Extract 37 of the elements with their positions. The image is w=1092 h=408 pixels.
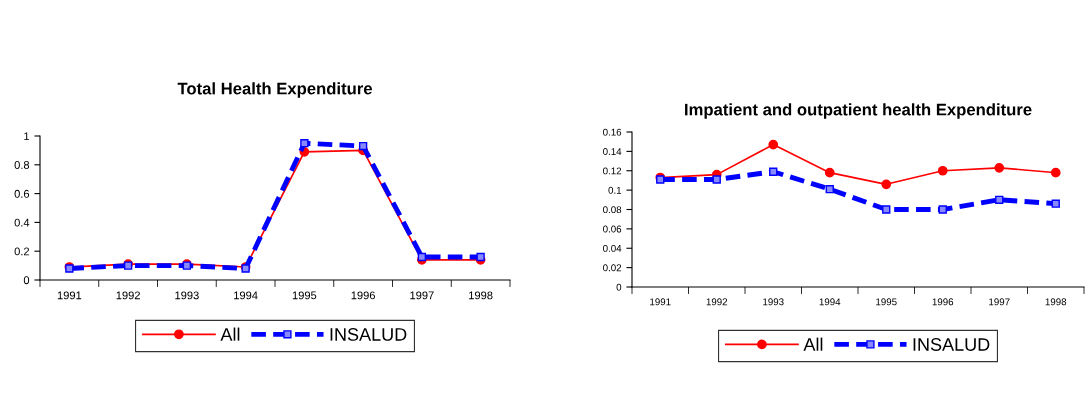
x-tick-label: 1994 [234,291,258,300]
y-tick-label: 0.08 [603,206,622,214]
x-tick-label: 1993 [763,298,784,306]
x-tick-label: 1993 [175,291,199,300]
y-tick-label: 0.4 [14,218,30,227]
legend-label: INSALUD [330,328,407,341]
y-tick-label: 0.14 [603,148,622,155]
y-tick-label: 0.8 [14,161,30,169]
x-tick-label: 1997 [410,291,434,300]
x-tick-label: 1997 [989,298,1010,306]
y-tick-label: 0.06 [603,225,622,233]
y-tick-label: 0 [23,276,30,285]
x-tick-label: 1995 [292,291,317,300]
y-tick-label: 0.04 [603,244,622,252]
y-tick-label: 1 [24,132,30,141]
x-tick-label: 1994 [819,298,841,306]
legend-label: All [220,327,240,341]
chart-title: Impatient and outpatient health Expenditure [685,103,1032,119]
x-tick-label: 1992 [706,298,728,306]
x-tick-label: 1998 [1045,298,1067,306]
x-tick-label: 1996 [932,298,954,306]
y-tick-label: 0 [616,283,622,291]
y-tick-label: 0.6 [14,189,30,198]
y-tick-label: 0.2 [14,247,30,256]
x-tick-label: 1996 [351,291,375,300]
x-tick-label: 1992 [116,291,140,300]
y-tick-label: 0.1 [608,186,622,194]
y-tick-label: 0.12 [603,167,622,175]
legend-label: All [803,337,823,351]
y-tick-label: 0.16 [603,128,622,136]
x-tick-label: 1998 [469,291,493,300]
x-tick-label: 1991 [57,291,82,300]
y-tick-label: 0.02 [603,264,622,272]
chart-title: Total Health Expenditure [177,82,372,98]
x-tick-label: 1995 [876,298,897,306]
x-tick-label: 1991 [650,298,671,306]
legend-label: INSALUD [913,338,990,351]
